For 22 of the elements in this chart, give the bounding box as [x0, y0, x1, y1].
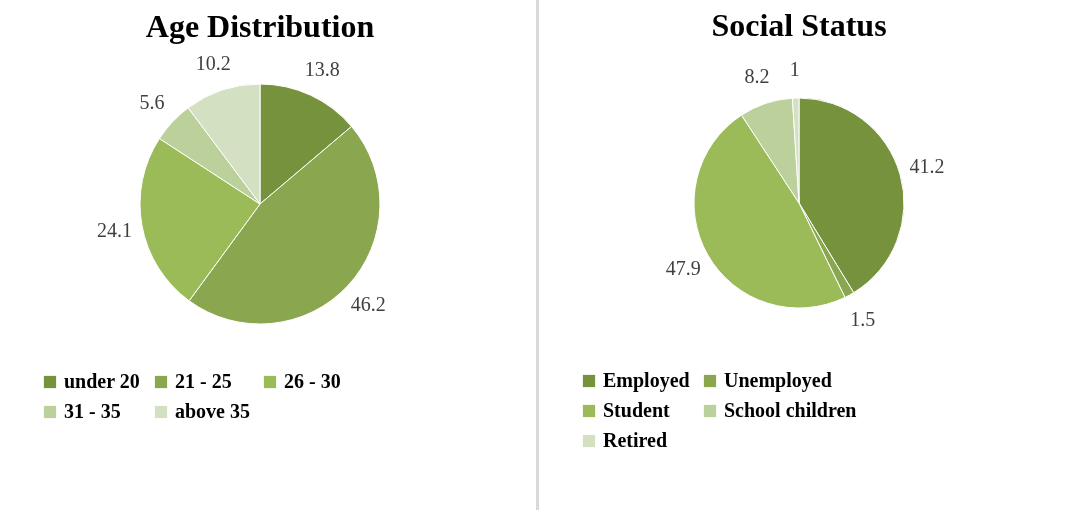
data-label: 1.5 [850, 307, 876, 330]
legend-label: Student [603, 399, 671, 421]
legend-label: 26 - 30 [284, 370, 341, 392]
legend-label: Unemployed [724, 369, 832, 392]
legend-label: under 20 [64, 370, 140, 392]
data-label: 24.1 [96, 218, 132, 241]
legend-label: 21 - 25 [175, 370, 232, 392]
data-label: 10.2 [195, 51, 231, 74]
data-label: 8.2 [744, 64, 770, 87]
legend-label: School children [724, 399, 857, 421]
legend-label: Employed [603, 369, 690, 392]
chart-title: Age Distribution [145, 7, 375, 44]
data-label: 41.2 [909, 155, 945, 178]
data-label: 46.2 [350, 292, 386, 315]
chart-title: Social Status [711, 7, 887, 43]
data-label: 13.8 [304, 57, 340, 80]
legend-label: 31 - 35 [64, 400, 121, 422]
legend-label: Retired [603, 429, 668, 451]
data-label: 47.9 [665, 256, 701, 279]
legend-label: above 35 [175, 400, 250, 422]
data-label: 1 [789, 58, 800, 81]
data-label: 5.6 [139, 90, 165, 113]
